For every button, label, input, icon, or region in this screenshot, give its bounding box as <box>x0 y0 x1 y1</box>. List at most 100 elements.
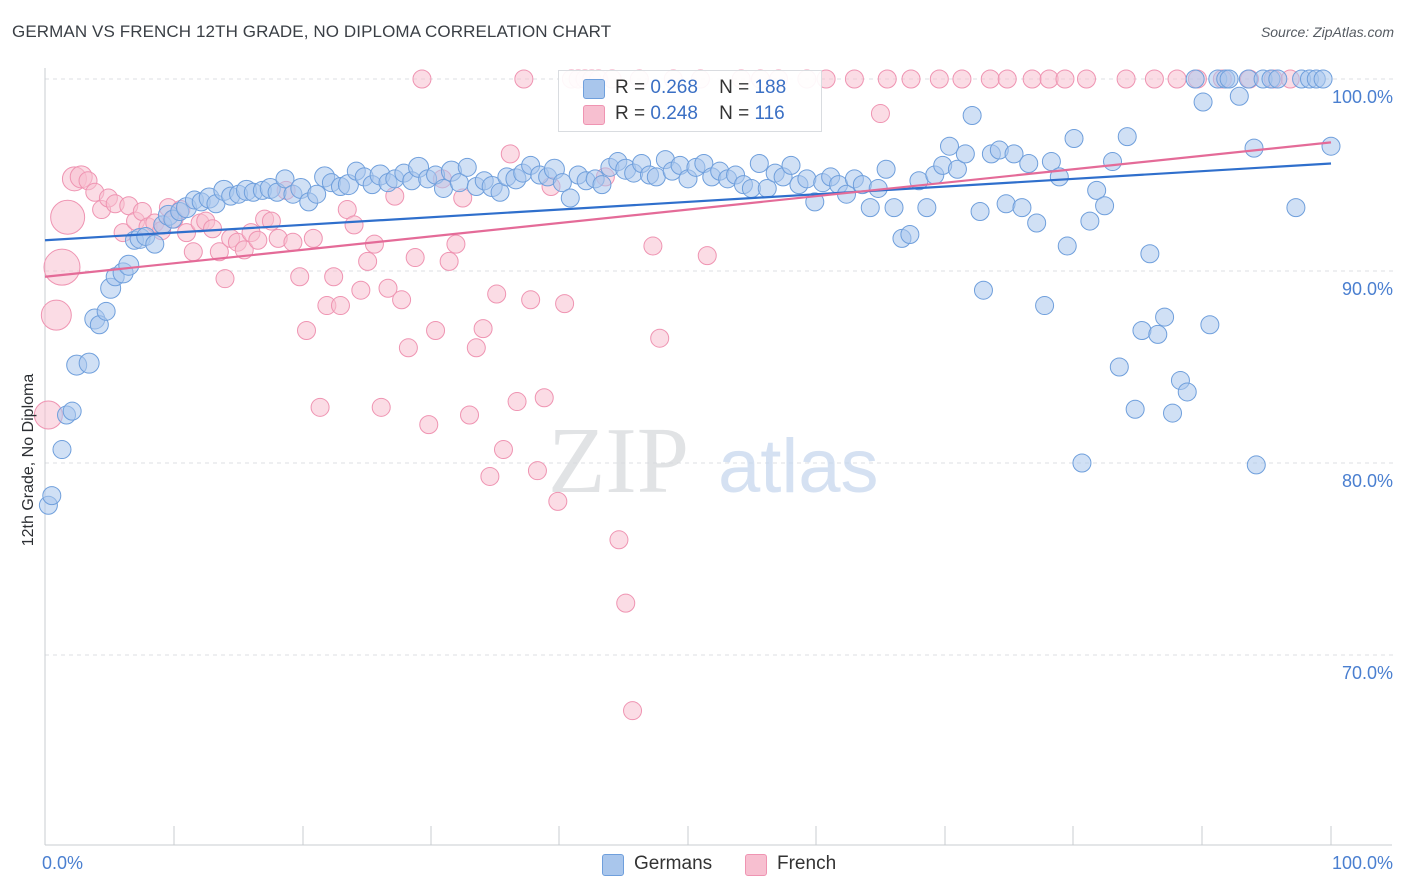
german-point <box>1080 211 1100 231</box>
stats-legend: R = 0.268 N = 188 R = 0.248 N = 116 <box>558 70 822 132</box>
french-point <box>697 246 717 266</box>
german-point <box>457 157 477 177</box>
french-point <box>527 461 547 481</box>
french-point <box>1055 69 1075 89</box>
french-point <box>215 269 235 289</box>
french-point <box>616 593 636 613</box>
german-point <box>1321 136 1341 156</box>
legend-n-label: N = <box>719 103 750 124</box>
french-point <box>50 199 86 235</box>
german-point <box>552 173 572 193</box>
french-point <box>426 321 446 341</box>
french-point <box>324 267 344 287</box>
legend-r-value: 0.268 <box>650 77 698 98</box>
french-point <box>555 294 575 314</box>
french-point <box>412 69 432 89</box>
legend-n-label: N = <box>719 77 750 98</box>
french-point <box>901 69 921 89</box>
french-point <box>1144 69 1164 89</box>
german-point <box>145 234 165 254</box>
german-point <box>1246 455 1266 475</box>
y-tick-label: 70.0% <box>1342 663 1393 683</box>
trend-lines <box>44 141 1332 278</box>
french-point <box>439 251 459 271</box>
french-point <box>493 440 513 460</box>
german-point <box>955 144 975 164</box>
german-point <box>1193 92 1213 112</box>
french-point <box>1039 69 1059 89</box>
german-point <box>1049 167 1069 187</box>
german-point <box>1268 69 1288 89</box>
german-point <box>275 169 295 189</box>
legend-r-label: R = <box>615 77 646 98</box>
german-point <box>884 198 904 218</box>
french-point <box>521 290 541 310</box>
german-point <box>947 159 967 179</box>
german-point <box>876 159 896 179</box>
french-swatch <box>745 854 767 876</box>
legend-r-label: R = <box>615 103 646 124</box>
french-point <box>877 69 897 89</box>
german-point <box>1087 180 1107 200</box>
y-tick-label: 80.0% <box>1342 471 1393 491</box>
data-points <box>33 69 1341 721</box>
german-point <box>973 280 993 300</box>
french-point <box>43 248 81 286</box>
french-point <box>980 69 1000 89</box>
german-point <box>749 153 769 173</box>
axes <box>44 68 1392 846</box>
french-point <box>844 69 864 89</box>
french-point <box>1076 69 1096 89</box>
french-point <box>623 701 643 721</box>
german-point <box>1064 129 1084 149</box>
french-point <box>290 267 310 287</box>
watermark-atlas: atlas <box>718 424 879 509</box>
german-point <box>1155 307 1175 327</box>
german-point <box>1140 244 1160 264</box>
german-point <box>96 301 116 321</box>
french-point <box>500 144 520 164</box>
german-point <box>917 198 937 218</box>
watermark-zip: ZIP <box>548 409 689 513</box>
german-point <box>970 201 990 221</box>
french-point <box>183 242 203 262</box>
german-point <box>996 194 1016 214</box>
german-point <box>433 178 453 198</box>
french-point <box>40 299 72 331</box>
german-point <box>1313 69 1333 89</box>
tick-labels: 70.0% 80.0% 90.0% 100.0% 0.0% 100.0% <box>42 87 1393 873</box>
french-point <box>466 338 486 358</box>
french-point <box>378 278 398 298</box>
french-point <box>283 232 303 252</box>
french-point <box>507 392 527 412</box>
german-point <box>1125 399 1145 419</box>
german-point <box>1103 152 1123 172</box>
legend-n-value: 188 <box>754 77 787 98</box>
french-point <box>650 328 670 348</box>
french-point <box>1116 69 1136 89</box>
germans-swatch <box>602 854 624 876</box>
legend-label-germans: Germans <box>634 853 713 874</box>
german-point <box>78 352 100 374</box>
germans-swatch <box>583 79 605 99</box>
y-tick-label: 100.0% <box>1332 87 1393 107</box>
german-point <box>781 155 801 175</box>
german-point <box>1109 357 1129 377</box>
legend-n-value: 116 <box>754 103 785 124</box>
german-point <box>1132 321 1152 341</box>
german-point <box>1148 324 1168 344</box>
french-point <box>419 415 439 435</box>
french-point <box>1022 69 1042 89</box>
french-point <box>997 69 1017 89</box>
german-point <box>1177 382 1197 402</box>
german-point <box>860 198 880 218</box>
german-point <box>646 167 666 187</box>
german-point <box>1019 153 1039 173</box>
y-tick-label: 90.0% <box>1342 279 1393 299</box>
french-point <box>1167 69 1187 89</box>
german-point <box>1035 296 1055 316</box>
french-trend-line <box>44 141 1332 278</box>
french-point <box>446 234 466 254</box>
watermark: ZIP atlas <box>548 409 879 513</box>
german-point <box>1117 127 1137 147</box>
